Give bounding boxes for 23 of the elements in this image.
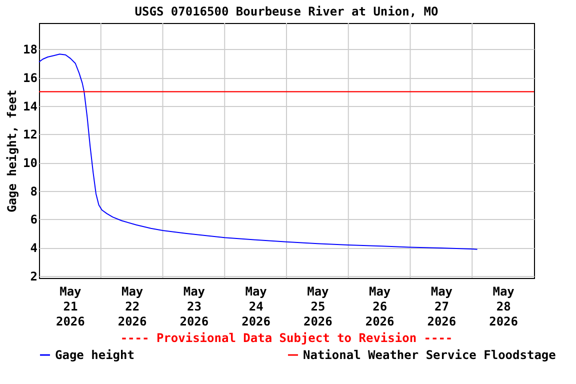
- y-tick-label: 6: [30, 212, 38, 227]
- legend-label: Gage height: [55, 348, 134, 362]
- x-tick-label: May 25 2026: [303, 284, 332, 328]
- y-tick-label: 10: [23, 156, 38, 170]
- legend-label: National Weather Service Floodstage: [303, 348, 556, 362]
- line-series: [38, 54, 478, 250]
- x-tick-label: May 27 2026: [427, 284, 456, 328]
- y-tick-label: 4: [30, 241, 38, 256]
- y-tick-label: 14: [23, 99, 38, 114]
- x-tick-label: May 21 2026: [56, 284, 85, 328]
- y-tick-label: 18: [23, 42, 38, 57]
- x-tick-label: May 28 2026: [489, 284, 518, 328]
- text: ---- Provisional Data Subject to Revision ----: [120, 331, 453, 345]
- y-tick-label: 2: [30, 269, 38, 284]
- chart-title: USGS 07016500 Bourbeuse River at Union, MO: [134, 4, 438, 18]
- y-tick-label: 12: [23, 128, 38, 142]
- x-tick-label: May 22 2026: [118, 284, 147, 328]
- y-tick-label: 16: [23, 71, 38, 86]
- x-tick-label: May 26 2026: [365, 284, 394, 328]
- y-tick-label: 8: [30, 184, 38, 198]
- x-tick-label: May 24 2026: [242, 284, 271, 328]
- x-tick-label: May 23 2026: [180, 284, 209, 328]
- y-axis-title: Gage height, feet: [5, 90, 20, 212]
